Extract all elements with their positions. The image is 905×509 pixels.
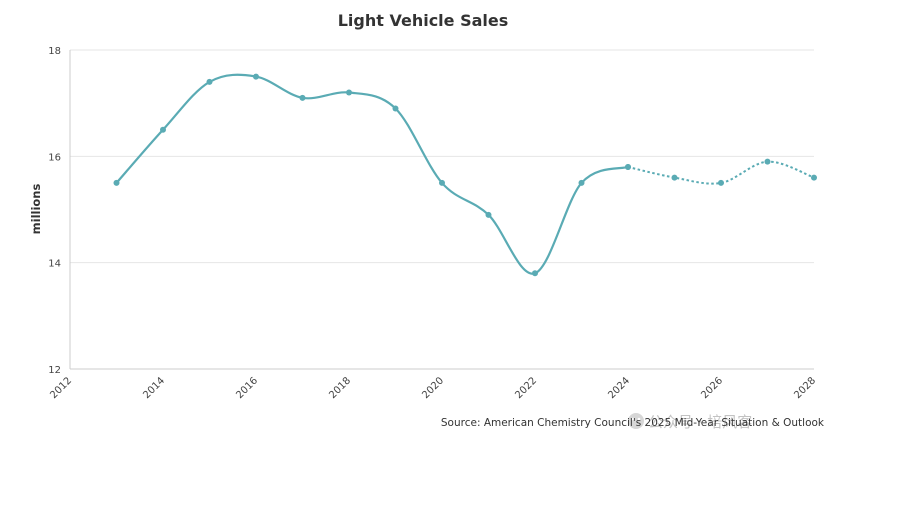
y-tick-label: 12 [48,365,61,376]
x-tick-label: 2020 [420,375,446,401]
x-tick-label: 2012 [48,375,74,401]
axes [69,50,814,370]
data-point [113,179,120,186]
y-tick-labels: 12 14 16 18 [48,46,61,376]
y-tick-label: 16 [48,152,61,163]
grid-lines [70,49,814,264]
data-point [299,94,306,101]
watermark: 公众号 · 培风客 [628,413,752,431]
data-point [160,126,166,133]
wechat-icon-dot [631,417,635,421]
data-point [532,270,538,277]
watermark-text: 公众号 · 培风客 [648,413,752,431]
data-points [113,73,817,277]
data-point [346,89,352,96]
x-tick-label: 2026 [699,375,725,401]
source-note: Source: American Chemistry Council's 202… [441,417,825,429]
data-point [671,174,678,181]
data-point [811,174,817,181]
x-tick-label: 2024 [606,375,632,401]
data-point [764,158,771,165]
x-tick-label: 2018 [327,375,353,401]
x-tick-labels: 2012 2014 2016 2018 2020 2022 2024 2026 2028 [48,375,818,401]
wechat-icon-dot [637,417,641,421]
x-tick-label: 2022 [513,375,539,401]
data-point [485,211,492,218]
data-point [392,105,399,112]
data-point [625,163,631,170]
x-tick-label: 2028 [792,375,818,401]
series-lines [115,73,815,275]
data-point [439,179,445,186]
x-tick-label: 2014 [141,375,167,401]
y-tick-label: 18 [48,46,61,57]
x-tick-label: 2016 [234,375,260,401]
chart-title: Light Vehicle Sales [338,11,509,30]
series-line-actual [115,73,630,275]
data-point [253,73,259,80]
y-axis-label: millions [29,184,43,235]
y-tick-label: 14 [48,259,61,270]
data-point [718,179,724,186]
data-point [578,179,585,186]
series-line-forecast [627,160,815,185]
wechat-icon [628,413,644,429]
data-point [206,78,213,85]
